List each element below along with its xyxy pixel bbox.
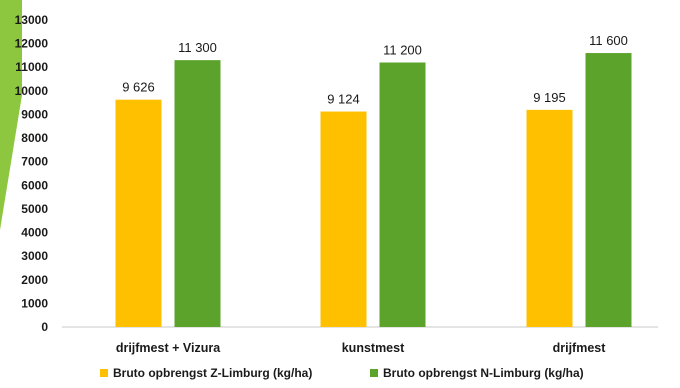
y-tick-label: 2000: [21, 273, 48, 287]
data-label: 9 195: [533, 90, 566, 105]
category-labels-group: drijfmest + Vizura kunstmest drijfmest: [116, 341, 606, 355]
y-tick-label: 4000: [21, 226, 48, 240]
bar-n-limburg: [174, 60, 221, 328]
y-tick-label: 5000: [21, 202, 48, 216]
x-category-label: drijfmest: [553, 341, 607, 355]
y-tick-label: 12000: [15, 37, 49, 51]
y-tick-label: 11000: [15, 60, 48, 74]
bars-group: [115, 53, 632, 328]
data-label: 11 300: [178, 40, 217, 55]
data-label: 11 600: [589, 33, 628, 48]
bar-z-limburg: [115, 99, 162, 327]
data-label: 9 626: [122, 80, 155, 95]
bar-n-limburg: [585, 53, 632, 328]
bar-z-limburg: [320, 111, 367, 327]
x-category-label: drijfmest + Vizura: [116, 341, 221, 355]
decorative-green-accent: [0, 0, 22, 230]
data-label: 11 200: [383, 43, 422, 58]
x-category-label: kunstmest: [342, 341, 405, 355]
bar-z-limburg: [526, 109, 573, 327]
y-tick-label: 10000: [15, 84, 49, 98]
bar-n-limburg: [379, 62, 426, 327]
y-tick-label: 6000: [21, 178, 48, 192]
legend-swatch: [100, 369, 108, 377]
y-axis-ticks: 0 1000 2000 3000 4000 5000 6000 7000 8000 9000 100…: [15, 13, 49, 334]
y-tick-label: 7000: [21, 155, 48, 169]
legend-label: Bruto opbrengst Z-Limburg (kg/ha): [113, 366, 312, 380]
y-tick-label: 8000: [21, 131, 48, 145]
data-labels-group: 9 626 11 300 9 124 11 200 9 195 11 600: [122, 33, 628, 106]
legend: Bruto opbrengst Z-Limburg (kg/ha) Bruto o…: [100, 366, 584, 380]
legend-swatch: [370, 369, 378, 377]
y-tick-label: 13000: [15, 13, 49, 27]
y-tick-label: 0: [41, 320, 48, 334]
legend-label: Bruto opbrengst N-Limburg (kg/ha): [383, 366, 584, 380]
y-tick-label: 1000: [21, 296, 48, 310]
y-tick-label: 9000: [21, 107, 48, 121]
data-label: 9 124: [327, 92, 360, 107]
y-tick-label: 3000: [21, 249, 48, 263]
